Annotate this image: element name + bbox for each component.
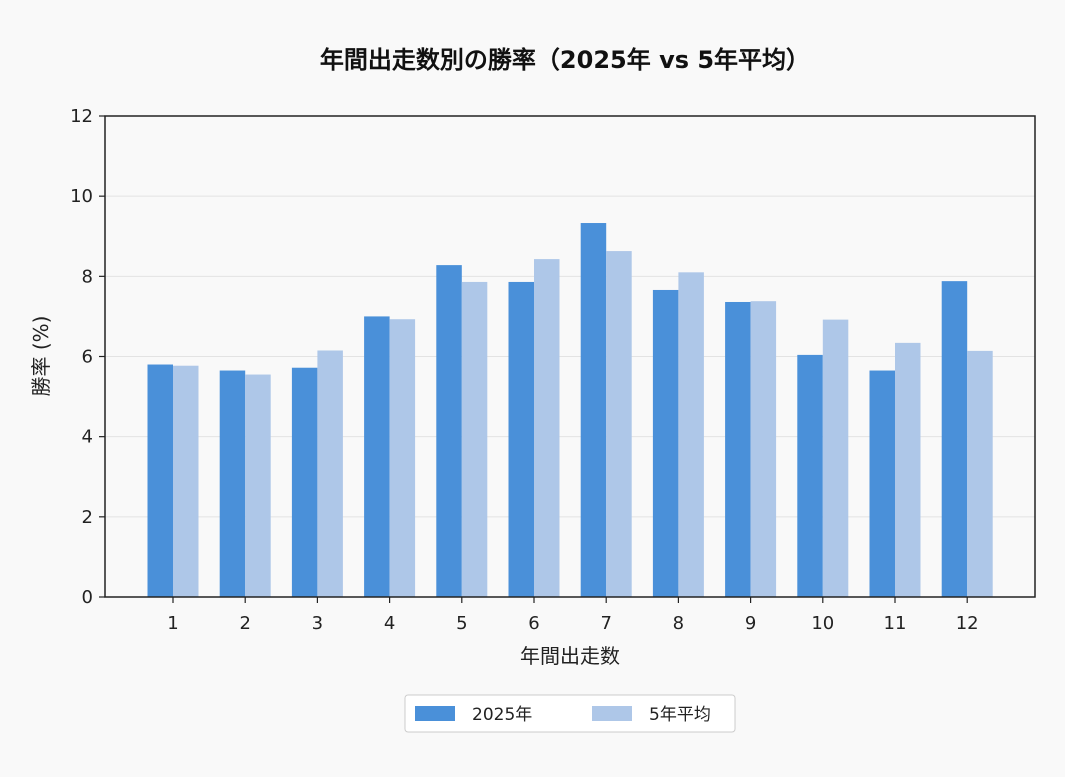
bar-2025-11: [869, 370, 895, 597]
bar-5yr-avg-1: [173, 365, 199, 597]
legend-label-5yr-avg: 5年平均: [649, 705, 711, 725]
bar-2025-6: [508, 281, 534, 597]
legend: 2025年 5年平均: [404, 694, 736, 733]
bar-5yr-avg-5: [461, 281, 488, 597]
y-tick-label: 8: [82, 266, 93, 287]
x-tick-label: 7: [600, 613, 611, 634]
bar-5yr-avg-4: [389, 319, 416, 597]
bar-2025-3: [291, 367, 318, 597]
bar-5yr-avg-11: [895, 342, 921, 597]
legend-label-2025: 2025年: [472, 705, 532, 725]
x-tick-label: 4: [384, 613, 395, 634]
legend-frame: [404, 694, 736, 733]
x-tick-label: 8: [673, 613, 684, 634]
y-tick-label: 10: [70, 186, 93, 207]
bar-5yr-avg-10: [822, 319, 849, 597]
bar-5yr-avg-9: [750, 301, 777, 597]
y-axis-label: 勝率 (%): [29, 316, 53, 397]
x-tick-label: 3: [312, 613, 323, 634]
bar-5yr-avg-7: [606, 251, 632, 598]
legend-swatch-2025: [415, 706, 455, 721]
x-tick-label: 10: [811, 613, 834, 634]
x-tick-label: 1: [167, 613, 178, 634]
y-axis-ticks: 0 2 4 6 8 10 12: [70, 106, 105, 608]
bar-2025-12: [941, 281, 968, 597]
bar-5yr-avg-8: [678, 272, 704, 597]
bar-2025-5: [436, 265, 462, 597]
x-tick-label: 2: [239, 613, 250, 634]
bar-2025-8: [652, 289, 679, 597]
x-tick-label: 9: [745, 613, 756, 634]
x-tick-label: 5: [456, 613, 467, 634]
bar-5yr-avg-3: [317, 350, 343, 597]
bar-2025-9: [725, 301, 751, 597]
y-tick-label: 0: [82, 587, 93, 608]
x-tick-label: 11: [884, 613, 907, 634]
bar-2025-10: [797, 354, 823, 597]
y-tick-label: 2: [82, 507, 93, 528]
x-axis-label: 年間出走数: [520, 644, 620, 668]
y-tick-label: 4: [82, 427, 93, 448]
bar-2025-1: [147, 364, 173, 597]
bar-2025-2: [219, 370, 246, 597]
y-tick-label: 12: [70, 106, 93, 127]
x-tick-label: 6: [528, 613, 539, 634]
bar-2025-4: [364, 316, 390, 597]
bar-5yr-avg-6: [534, 259, 560, 597]
x-axis-ticks: 1 2 3 4 5 6 7 8 9 10 11 12: [167, 597, 979, 634]
bar-2025-7: [580, 223, 607, 597]
chart-title: 年間出走数別の勝率（2025年 vs 5年平均）: [320, 46, 810, 74]
legend-swatch-5yr-avg: [592, 706, 632, 721]
x-tick-label: 12: [956, 613, 979, 634]
bar-5yr-avg-2: [245, 374, 271, 597]
bar-5yr-avg-12: [967, 350, 993, 597]
bars: [147, 223, 993, 598]
y-tick-label: 6: [82, 347, 93, 368]
